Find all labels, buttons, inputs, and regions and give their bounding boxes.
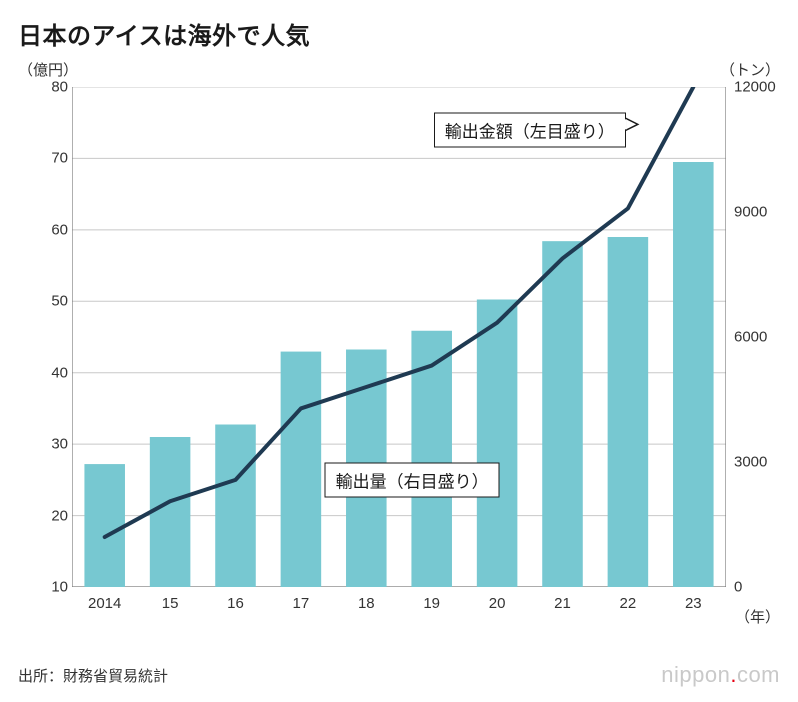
y-right-unit: （トン） <box>720 59 780 80</box>
y-left-tick-label: 40 <box>18 364 68 381</box>
y-right-tick-label: 0 <box>734 579 784 596</box>
brand-suffix: com <box>737 662 780 687</box>
y-left-tick-label: 10 <box>18 579 68 596</box>
x-tick-label: 16 <box>227 595 244 612</box>
chart-title: 日本のアイスは海外で人気 <box>18 16 780 51</box>
x-tick-label: 19 <box>423 595 440 612</box>
x-tick-label: 20 <box>489 595 506 612</box>
annotation-label: 輸出量（右目盛り） <box>325 462 500 497</box>
plot-area <box>72 87 726 587</box>
x-tick-label: 2014 <box>88 595 121 612</box>
y-left-tick-label: 80 <box>18 79 68 96</box>
bar <box>477 300 518 588</box>
y-right-tick-label: 12000 <box>734 79 784 96</box>
x-unit: （年） <box>735 606 780 627</box>
brand-dot: . <box>730 662 737 687</box>
bar <box>215 425 256 588</box>
bar <box>608 237 649 587</box>
x-tick-label: 23 <box>685 595 702 612</box>
y-right-tick-label: 9000 <box>734 204 784 221</box>
chart: （億円） （トン） （年） 10203040506070800300060009… <box>18 57 780 627</box>
bar <box>150 437 191 587</box>
y-right-tick-label: 6000 <box>734 329 784 346</box>
y-left-unit: （億円） <box>18 59 78 80</box>
x-tick-label: 17 <box>293 595 310 612</box>
y-right-tick-label: 3000 <box>734 454 784 471</box>
annotation-label: 輸出金額（左目盛り） <box>434 112 626 147</box>
y-left-tick-label: 60 <box>18 221 68 238</box>
source-text: 出所：財務省貿易統計 <box>18 665 168 686</box>
y-left-tick-label: 50 <box>18 293 68 310</box>
y-left-tick-label: 30 <box>18 436 68 453</box>
brand-logo: nippon.com <box>661 662 780 688</box>
bar <box>673 162 714 587</box>
y-left-tick-label: 20 <box>18 507 68 524</box>
bar <box>542 241 583 587</box>
y-left-tick-label: 70 <box>18 150 68 167</box>
brand-name: nippon <box>661 662 730 687</box>
x-tick-label: 22 <box>620 595 637 612</box>
plot-svg <box>72 87 726 587</box>
bar <box>84 464 125 587</box>
x-tick-label: 18 <box>358 595 375 612</box>
x-tick-label: 21 <box>554 595 571 612</box>
x-tick-label: 15 <box>162 595 179 612</box>
bar <box>281 352 322 587</box>
